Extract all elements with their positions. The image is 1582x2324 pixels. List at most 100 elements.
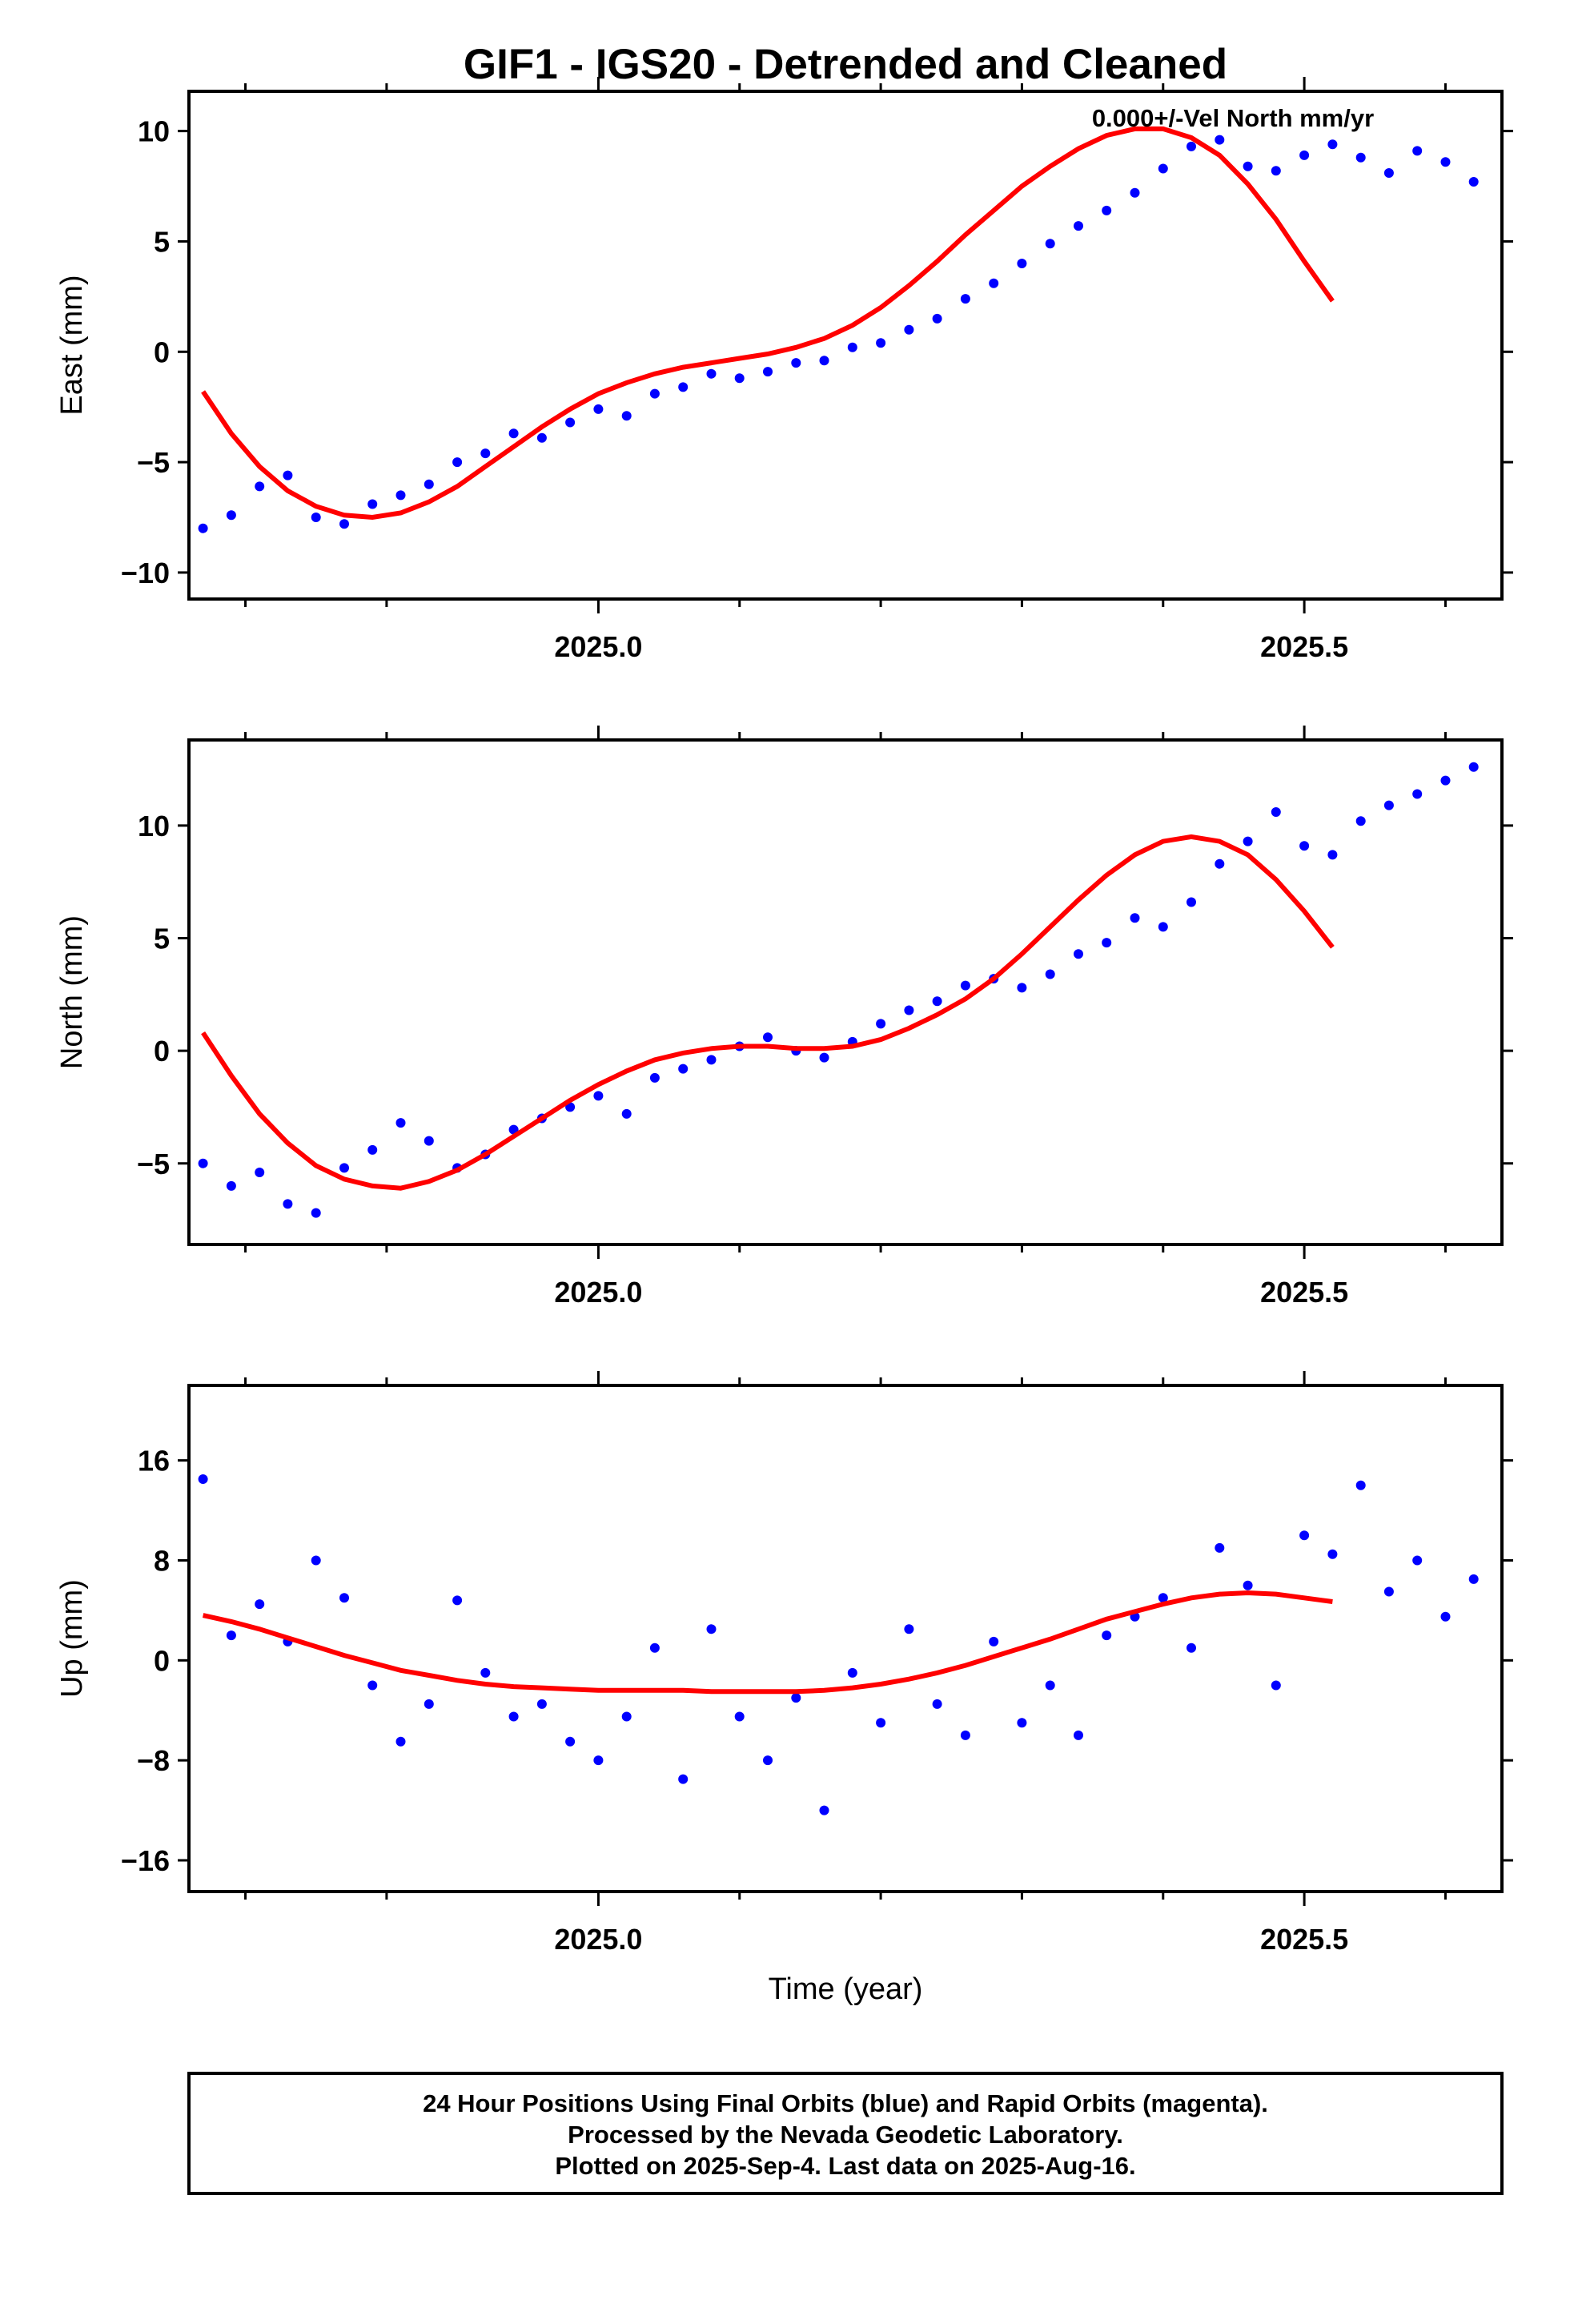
up-data-point <box>1215 1542 1225 1553</box>
east-data-point <box>1130 187 1140 198</box>
up-data-point <box>226 1630 236 1641</box>
east-data-point <box>989 278 999 288</box>
north-ylabel: North (mm) <box>55 915 89 1069</box>
up-data-point <box>904 1624 914 1634</box>
north-data-point <box>1299 841 1310 851</box>
up-data-point <box>396 1736 406 1747</box>
east-data-point <box>536 432 547 443</box>
north-data-point <box>1130 913 1140 923</box>
east-ytick-label: −5 <box>137 446 170 479</box>
up-data-point <box>1440 1611 1451 1622</box>
east-data-point <box>1327 139 1338 150</box>
up-data-point <box>763 1755 773 1766</box>
panel-up: −16 −8 0 8 16 2025.0 2025.5 Up (mm) Time (year) <box>55 1371 1513 2006</box>
east-data-point <box>791 358 801 368</box>
east-data-point <box>649 388 660 399</box>
east-ylabel: East (mm) <box>55 275 89 415</box>
east-data-point <box>763 367 773 377</box>
up-data-point <box>1383 1586 1394 1597</box>
east-data-point <box>734 373 745 384</box>
up-data-point <box>198 1474 208 1484</box>
north-data-point <box>1243 836 1253 846</box>
east-data-point <box>226 510 236 521</box>
east-data-point <box>1186 141 1196 151</box>
panel-north: −5 0 5 10 2025.0 2025.5 North (mm) <box>55 726 1513 1309</box>
north-data-point <box>1440 775 1451 786</box>
up-ytick-label: −16 <box>121 1844 170 1877</box>
up-fit-curve <box>202 1590 1333 1695</box>
north-data-point <box>226 1180 236 1191</box>
east-data-point <box>819 356 829 366</box>
north-data-point <box>1074 949 1083 959</box>
north-data-point <box>763 1032 773 1043</box>
up-ylabel: Up (mm) <box>55 1579 89 1698</box>
north-xtick-label: 2025.5 <box>1260 1276 1348 1309</box>
up-data-point <box>1102 1630 1112 1641</box>
up-data-point <box>367 1680 378 1691</box>
east-xtick-label: 2025.0 <box>554 630 642 663</box>
east-xtick-label: 2025.5 <box>1260 630 1348 663</box>
east-data-point <box>311 513 321 522</box>
up-data-point <box>989 1636 999 1647</box>
north-points <box>198 762 1479 1218</box>
up-plot-frame <box>187 1384 1504 1893</box>
up-xlabel: Time (year) <box>769 1972 923 2006</box>
up-data-point <box>932 1699 942 1709</box>
east-data-point <box>678 382 689 392</box>
east-data-point <box>508 428 519 439</box>
up-data-point <box>876 1718 886 1728</box>
east-data-point <box>621 411 632 421</box>
east-points <box>198 135 1479 533</box>
up-data-point <box>1045 1680 1055 1691</box>
east-data-point <box>198 523 208 533</box>
up-data-point <box>1412 1555 1423 1566</box>
up-data-point <box>480 1667 491 1678</box>
north-data-point <box>706 1055 717 1065</box>
footer-box <box>187 2072 1504 2195</box>
north-data-point <box>1383 800 1394 810</box>
up-xtick-label: 2025.5 <box>1260 1923 1348 1956</box>
up-data-point <box>621 1711 632 1722</box>
up-data-point <box>678 1774 689 1784</box>
east-data-point <box>452 457 463 468</box>
up-data-point <box>1186 1642 1196 1653</box>
north-data-point <box>339 1163 349 1173</box>
north-data-point <box>1327 850 1338 860</box>
up-data-point <box>1243 1580 1253 1590</box>
north-data-point <box>367 1144 378 1155</box>
north-data-point <box>198 1158 208 1168</box>
north-data-point <box>283 1199 293 1209</box>
up-data-point <box>819 1805 829 1815</box>
north-data-point <box>1158 922 1168 932</box>
east-ytick-label: 5 <box>154 225 170 258</box>
east-data-point <box>1383 168 1394 178</box>
east-data-point <box>876 338 886 348</box>
east-data-point <box>847 342 857 352</box>
up-data-point <box>791 1693 801 1703</box>
east-data-point <box>424 479 434 489</box>
up-data-point <box>1327 1549 1338 1559</box>
up-data-point <box>847 1667 857 1678</box>
up-data-point <box>1074 1730 1083 1740</box>
east-data-point <box>593 404 604 414</box>
east-data-point <box>396 490 406 501</box>
east-data-point <box>367 499 378 509</box>
east-data-point <box>339 519 349 529</box>
up-ytick-label: 16 <box>138 1445 170 1478</box>
up-ytick-label: 8 <box>154 1544 170 1577</box>
north-data-point <box>649 1072 660 1083</box>
north-data-point <box>678 1063 689 1074</box>
east-data-point <box>960 294 970 304</box>
east-data-point <box>565 417 576 428</box>
north-data-point <box>1215 858 1225 869</box>
north-data-point <box>1186 897 1196 907</box>
up-data-point <box>339 1593 349 1603</box>
up-points <box>198 1474 1479 1815</box>
east-data-point <box>1158 163 1168 174</box>
up-data-point <box>508 1711 519 1722</box>
north-data-point <box>904 1005 914 1015</box>
footer-line-1: 24 Hour Positions Using Final Orbits (bl… <box>423 2089 1268 2117</box>
east-data-point <box>1215 135 1225 145</box>
north-data-point <box>255 1168 265 1177</box>
